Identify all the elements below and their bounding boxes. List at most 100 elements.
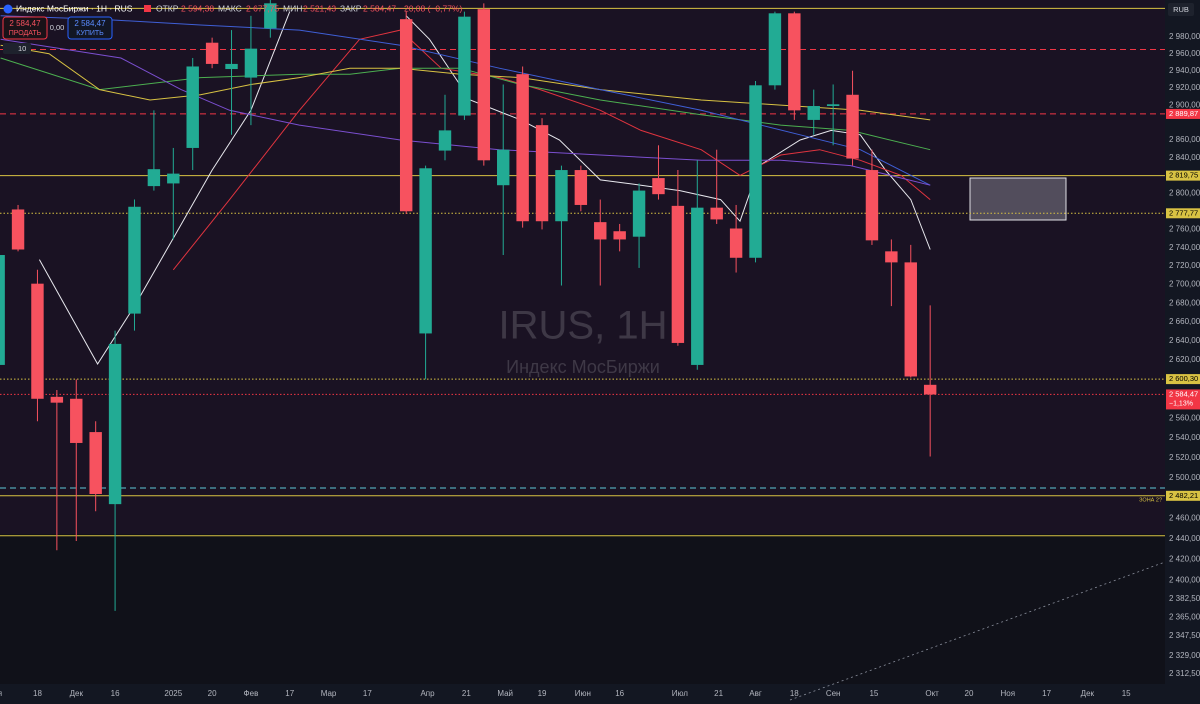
y-tick-label: 2 940,00 xyxy=(1169,66,1200,75)
y-tick-label: 2 860,00 xyxy=(1169,135,1200,144)
currency-box[interactable] xyxy=(1168,3,1194,16)
y-tick-label: 2 840,00 xyxy=(1169,153,1200,162)
buy-price: 2 584,47 xyxy=(74,19,106,28)
candle-body xyxy=(671,205,685,343)
y-tick-label: 2 900,00 xyxy=(1169,100,1200,109)
watermark: IRUS, 1H xyxy=(499,304,668,348)
x-tick-label: 17 xyxy=(1042,689,1051,698)
x-tick-label: 20 xyxy=(208,689,217,698)
x-tick-label: 15 xyxy=(1122,689,1131,698)
candle-body xyxy=(128,206,141,314)
x-tick-label: 2025 xyxy=(164,689,182,698)
y-tick-label: 2 720,00 xyxy=(1169,261,1200,270)
level-note: ЗОНА 2? xyxy=(1139,497,1162,503)
candle-body xyxy=(594,222,607,240)
x-tick-label: 17 xyxy=(285,689,294,698)
y-tick-label: 2 329,00 xyxy=(1169,651,1200,660)
watermark-sub: Индекс МосБиржи xyxy=(506,357,660,377)
buy-label: КУПИТЬ xyxy=(76,30,104,37)
x-tick-label: 20 xyxy=(965,689,974,698)
status-icon xyxy=(144,5,151,12)
y-tick-label: 2 520,00 xyxy=(1169,453,1200,462)
level-label-box xyxy=(1166,170,1200,181)
candle-body xyxy=(768,13,782,86)
x-tick-label: Июл xyxy=(672,689,689,698)
sell-price: 2 584,47 xyxy=(9,19,41,28)
candle-body xyxy=(788,13,801,111)
candle-body xyxy=(50,396,64,403)
buy-button[interactable] xyxy=(67,16,113,40)
y-tick-label: 2 760,00 xyxy=(1169,225,1200,234)
x-tick-label: 17 xyxy=(363,689,372,698)
high-value: 2 677,75 xyxy=(246,3,279,13)
candle-body xyxy=(710,207,723,220)
x-tick-label: Дек xyxy=(70,689,84,698)
x-tick-label: 19 xyxy=(538,689,547,698)
x-tick-label: Фев xyxy=(244,689,259,698)
level-label: 2 584,47 xyxy=(1169,389,1198,398)
candle-body xyxy=(264,3,277,29)
candle-body xyxy=(438,130,452,151)
candle-body xyxy=(477,9,491,161)
low-value: 2 521,43 xyxy=(303,3,336,13)
y-tick-label: 2 420,00 xyxy=(1169,555,1200,564)
x-tick-label: Ноя xyxy=(0,689,2,698)
close-label: ЗАКР xyxy=(340,3,362,13)
y-tick-label: 2 440,00 xyxy=(1169,534,1200,543)
level-label-box xyxy=(1166,490,1200,501)
candle-body xyxy=(826,104,840,107)
close-value: 2 584,47 xyxy=(363,3,396,13)
x-tick-label: Сен xyxy=(826,689,841,698)
candle-body xyxy=(749,85,762,258)
x-tick-label: Май xyxy=(497,689,513,698)
y-tick-label: 2 640,00 xyxy=(1169,336,1200,345)
x-tick-label: Авг xyxy=(749,689,762,698)
candle-body xyxy=(244,48,258,78)
y-tick-label: 2 920,00 xyxy=(1169,83,1200,92)
candle-body xyxy=(399,19,413,212)
level-label: 2 777,77 xyxy=(1169,208,1198,217)
y-tick-label: 2 312,50 xyxy=(1169,669,1200,678)
candle-body xyxy=(147,169,161,187)
level-label-box xyxy=(1166,389,1200,410)
level-change: −1,13% xyxy=(1169,400,1193,407)
y-tick-label: 2 740,00 xyxy=(1169,243,1200,252)
level-label-box xyxy=(1166,374,1200,385)
candle-body xyxy=(555,170,568,222)
y-tick-label: 2 980,00 xyxy=(1169,32,1200,41)
candle-body xyxy=(535,125,549,222)
candle-body xyxy=(31,283,44,399)
sell-label: ПРОДАТЬ xyxy=(9,30,42,37)
indicators-toggle[interactable] xyxy=(3,43,31,54)
y-tick-label: 2 382,50 xyxy=(1169,594,1200,603)
x-tick-label: Ноя xyxy=(1001,689,1016,698)
candle-body xyxy=(904,262,917,377)
symbol: Индекс МосБиржи · 1Н · RUS xyxy=(16,3,133,13)
axes: 2 980,00 2 960,00 2 940,00 2 920,00 2 900,00… xyxy=(0,32,1200,698)
y-tick-label: 2 680,00 xyxy=(1169,298,1200,307)
sell-button[interactable] xyxy=(2,16,48,40)
y-tick-label: 2 560,00 xyxy=(1169,413,1200,422)
level-label: 2 482,21 xyxy=(1169,491,1198,500)
candle-body xyxy=(516,74,529,222)
candle-body xyxy=(89,432,102,495)
x-tick-label: 16 xyxy=(111,689,120,698)
x-tick-label: 16 xyxy=(615,689,624,698)
candle-body xyxy=(167,173,180,184)
x-tick-label: Апр xyxy=(420,689,435,698)
candle-body xyxy=(691,207,704,365)
y-tick-label: 2 347,50 xyxy=(1169,631,1200,640)
time-axis-background xyxy=(0,684,1165,704)
x-tick-label: Мар xyxy=(321,689,337,698)
candle-body xyxy=(574,170,588,205)
candle-body xyxy=(497,149,510,186)
x-tick-label: 18 xyxy=(790,689,799,698)
candle-body xyxy=(923,384,937,395)
moving-average xyxy=(0,15,931,186)
y-tick-label: 2 800,00 xyxy=(1169,188,1200,197)
candle-body xyxy=(419,168,432,334)
level-label-box xyxy=(1166,208,1200,219)
candle-body xyxy=(225,63,238,70)
